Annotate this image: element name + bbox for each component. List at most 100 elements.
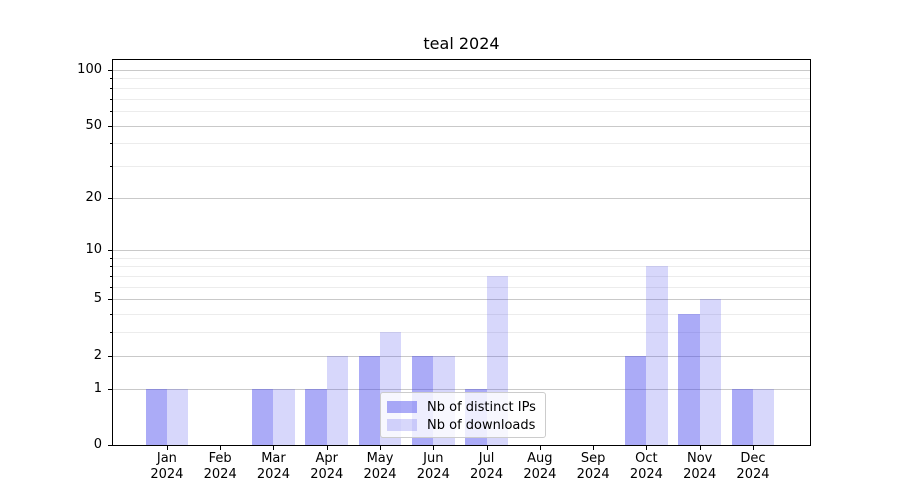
legend-swatch-distinct-ips xyxy=(387,401,417,413)
y-tick-50 xyxy=(108,125,112,127)
x-tick-month-oct: Oct xyxy=(635,451,658,466)
y-tick-5 xyxy=(108,299,112,301)
y-tick-10 xyxy=(108,250,112,252)
gridline-major-10 xyxy=(113,250,810,252)
y-tick-label-100: 100 xyxy=(77,62,102,78)
x-tick-year-oct: 2024 xyxy=(629,467,663,482)
x-tick-year-may: 2024 xyxy=(363,467,397,482)
x-tick-label-dec: Dec 2024 xyxy=(711,451,795,483)
bar-nb-of-distinct-ips-apr xyxy=(305,388,327,445)
gridline-major-100 xyxy=(113,70,810,72)
gridline-minor-8 xyxy=(113,266,810,268)
x-tick-may xyxy=(380,446,382,450)
x-tick-label-feb: Feb 2024 xyxy=(178,451,262,483)
x-tick-jan xyxy=(166,446,168,450)
y-tick-100 xyxy=(108,70,112,72)
bar-nb-of-distinct-ips-nov xyxy=(678,314,700,445)
gridline-major-20 xyxy=(113,197,810,199)
bar-nb-of-distinct-ips-may xyxy=(358,355,381,445)
y-tick-label-2: 2 xyxy=(93,347,102,363)
gridline-minor-7 xyxy=(113,276,810,278)
x-tick-month-may: May xyxy=(366,451,394,466)
x-tick-label-nov: Nov 2024 xyxy=(658,451,742,483)
x-tick-year-aug: 2024 xyxy=(523,467,557,482)
x-tick-month-dec: Dec xyxy=(740,451,766,466)
bar-nb-of-downloads-jan xyxy=(166,388,189,445)
y-minor-tick-9 xyxy=(110,257,112,259)
gridline-major-1 xyxy=(113,388,810,390)
x-tick-year-jul: 2024 xyxy=(470,467,504,482)
y-tick-label-5: 5 xyxy=(93,291,102,307)
gridline-minor-40 xyxy=(113,143,810,145)
legend: Nb of distinct IPs Nb of downloads xyxy=(380,392,546,438)
x-tick-label-sep: Sep 2024 xyxy=(551,451,635,483)
x-tick-month-jun: Jun xyxy=(423,451,444,466)
legend-label-downloads: Nb of downloads xyxy=(427,417,536,433)
gridline-minor-60 xyxy=(113,110,810,112)
y-tick-label-20: 20 xyxy=(85,189,102,205)
y-tick-20 xyxy=(108,197,112,199)
x-tick-label-mar: Mar 2024 xyxy=(231,451,315,483)
x-tick-month-jan: Jan xyxy=(156,451,177,466)
x-tick-year-jun: 2024 xyxy=(416,467,450,482)
x-tick-aug xyxy=(539,446,541,450)
gridline-minor-6 xyxy=(113,286,810,288)
x-tick-jun xyxy=(433,446,435,450)
legend-entry-distinct-ips: Nb of distinct IPs xyxy=(387,398,545,416)
gridline-major-50 xyxy=(113,125,810,127)
x-tick-label-oct: Oct 2024 xyxy=(604,451,688,483)
bar-nb-of-distinct-ips-jan xyxy=(145,388,167,445)
y-tick-label-50: 50 xyxy=(85,117,102,133)
legend-label-distinct-ips: Nb of distinct IPs xyxy=(427,399,536,415)
x-tick-year-mar: 2024 xyxy=(256,467,290,482)
x-tick-month-feb: Feb xyxy=(208,451,232,466)
x-tick-label-jun: Jun 2024 xyxy=(391,451,475,483)
x-tick-month-apr: Apr xyxy=(315,451,338,466)
y-minor-tick-7 xyxy=(110,276,112,278)
x-tick-year-dec: 2024 xyxy=(736,467,770,482)
x-tick-label-may: May 2024 xyxy=(338,451,422,483)
gridline-major-2 xyxy=(113,355,810,357)
gridline-minor-90 xyxy=(113,78,810,80)
x-tick-year-sep: 2024 xyxy=(576,467,610,482)
chart-title: teal 2024 xyxy=(423,34,500,53)
x-tick-sep xyxy=(593,446,595,450)
x-tick-label-jul: Jul 2024 xyxy=(445,451,529,483)
x-tick-year-nov: 2024 xyxy=(683,467,717,482)
y-tick-0 xyxy=(108,445,112,446)
x-tick-month-nov: Nov xyxy=(687,451,713,466)
x-tick-month-sep: Sep xyxy=(580,451,606,466)
y-minor-tick-30 xyxy=(110,165,112,167)
gridline-minor-30 xyxy=(113,165,810,167)
x-tick-month-aug: Aug xyxy=(527,451,553,466)
x-tick-mar xyxy=(273,446,275,450)
x-tick-apr xyxy=(326,446,328,450)
y-minor-tick-80 xyxy=(110,87,112,89)
x-tick-label-apr: Apr 2024 xyxy=(285,451,369,483)
y-tick-1 xyxy=(108,388,112,390)
y-minor-tick-6 xyxy=(110,286,112,288)
gridline-minor-70 xyxy=(113,98,810,100)
x-tick-month-mar: Mar xyxy=(261,451,286,466)
x-tick-label-jan: Jan 2024 xyxy=(125,451,209,483)
gridline-minor-9 xyxy=(113,257,810,259)
bar-nb-of-downloads-nov xyxy=(699,299,721,445)
bar-nb-of-downloads-oct xyxy=(646,266,668,445)
bar-nb-of-downloads-dec xyxy=(752,388,775,445)
legend-swatch-downloads xyxy=(387,419,417,431)
x-tick-label-aug: Aug 2024 xyxy=(498,451,582,483)
grid-layer xyxy=(113,60,810,445)
x-tick-year-apr: 2024 xyxy=(310,467,344,482)
bar-nb-of-distinct-ips-oct xyxy=(625,355,647,445)
x-tick-feb xyxy=(220,446,222,450)
bar-nb-of-downloads-apr xyxy=(326,355,349,445)
legend-entry-downloads: Nb of downloads xyxy=(387,416,545,434)
x-tick-dec xyxy=(752,446,754,450)
plot-area xyxy=(112,59,811,446)
y-minor-tick-90 xyxy=(110,78,112,80)
y-minor-tick-8 xyxy=(110,266,112,268)
y-minor-tick-3 xyxy=(110,332,112,334)
y-tick-label-10: 10 xyxy=(85,242,102,258)
